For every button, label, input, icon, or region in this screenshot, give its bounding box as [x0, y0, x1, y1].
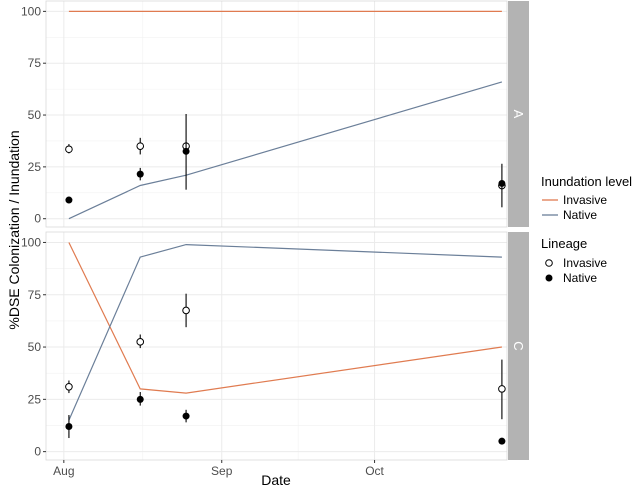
legend-inundation-native-label: Native: [563, 208, 597, 222]
panel-c-border: [45, 231, 508, 461]
panel-c-point-invasive: [136, 338, 145, 346]
x-tick-label: Oct: [365, 464, 384, 478]
panel-c-points: [65, 293, 506, 445]
panel-a-border: [45, 0, 508, 228]
panel-c-line-invasive: [68, 242, 502, 394]
panel-c-line-native: [68, 243, 502, 421]
panel-c-lines: [68, 242, 502, 421]
panel-a-lines: [68, 10, 503, 220]
x-axis-title: Date: [261, 472, 291, 488]
panel-a-point-native: [498, 179, 506, 187]
panel-c-strip-label: C: [511, 341, 526, 350]
y-tick-label: 100: [21, 235, 41, 249]
legend-lineage-title: Lineage: [541, 236, 587, 251]
y-tick-label: 75: [28, 56, 42, 70]
panel-a-point-native: [136, 170, 144, 178]
panel-c-point-native: [498, 437, 506, 445]
panel-a-line-native: [68, 81, 503, 220]
panel-c-point-native: [65, 423, 73, 431]
x-tick-label: Aug: [53, 464, 74, 478]
panel-c-point-invasive: [182, 306, 190, 315]
y-tick-label: 0: [34, 445, 41, 459]
panel-c-y-axis: 0 25 50 75 100: [21, 235, 46, 459]
panel-c-point-invasive: [498, 385, 506, 393]
y-tick-label: 25: [28, 160, 42, 174]
panel-c-strip: [508, 232, 529, 460]
y-axis-title: %DSE Colonization / Inundation: [6, 130, 22, 329]
panel-c-point-native: [136, 395, 144, 403]
panel-a-strip: [508, 1, 529, 227]
panel-a: A: [45, 0, 529, 228]
legend-lineage-invasive-key: [545, 259, 553, 267]
y-tick-label: 0: [34, 212, 41, 226]
y-tick-label: 25: [28, 392, 42, 406]
panel-c: C: [45, 231, 529, 461]
panel-c-point-native: [182, 412, 190, 420]
y-tick-label: 50: [28, 108, 42, 122]
panel-c-background: [46, 232, 507, 460]
panel-a-y-axis: 0 25 50 75 100: [21, 4, 46, 226]
panel-a-point-invasive: [65, 145, 73, 154]
legend-lineage-native-label: Native: [563, 271, 597, 285]
x-axis: Aug Sep Oct: [53, 460, 385, 478]
y-tick-label: 100: [21, 4, 41, 18]
legend-inundation: Inundation level Invasive Native: [541, 174, 632, 222]
panel-c-point-invasive: [65, 382, 73, 391]
panel-a-grid: [45, 0, 508, 228]
panel-a-point-native: [182, 147, 190, 155]
panel-a-point-invasive: [136, 142, 145, 150]
y-tick-label: 50: [28, 340, 42, 354]
x-tick-label: Sep: [211, 464, 233, 478]
panel-c-grid: [45, 231, 508, 461]
legend-inundation-invasive-label: Invasive: [563, 193, 607, 207]
legend-inundation-title: Inundation level: [541, 174, 632, 189]
y-tick-label: 75: [28, 288, 42, 302]
panel-a-strip-label: A: [511, 110, 526, 119]
legend-lineage-native-key: [545, 274, 553, 282]
panel-a-point-native: [65, 196, 73, 204]
legend-lineage: Lineage Invasive Native: [541, 236, 607, 285]
legend-lineage-invasive-label: Invasive: [563, 256, 607, 270]
panel-a-background: [46, 1, 507, 227]
panel-a-points: [65, 114, 506, 208]
